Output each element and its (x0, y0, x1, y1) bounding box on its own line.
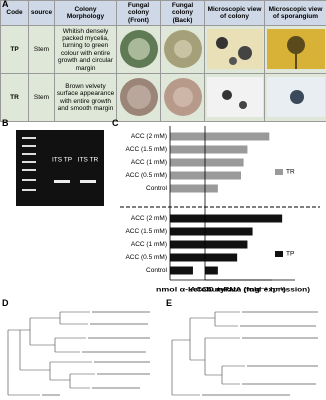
tree-e (171, 311, 245, 396)
legend-swatch (275, 169, 283, 175)
x-axis-label: nmol α-ketobutyrate (mg⁻¹ h⁻¹) (156, 287, 286, 294)
header: Fungal colony (Front) (116, 0, 161, 27)
tree-d (7, 311, 95, 396)
bar (170, 266, 193, 275)
ladder (22, 137, 36, 191)
panel-label: C (112, 118, 119, 128)
cell: TR (0, 73, 29, 123)
x-axis-label: ACCD mRNA (fold expression) (190, 287, 310, 294)
panel-label: E (166, 298, 173, 308)
bar (205, 158, 244, 167)
gel-band (54, 180, 70, 183)
header: Microscopic view of sporangium (264, 0, 326, 27)
category-label: ACC (2 mM) (131, 215, 167, 222)
tree-e-leaves (202, 311, 318, 396)
header: Microscopic view of colony (204, 0, 265, 27)
image (264, 25, 326, 75)
bar (170, 184, 206, 193)
category-label: ACC (0.5 mM) (125, 172, 167, 179)
image (160, 25, 205, 75)
category-label: ACC (0.5 mM) (125, 254, 167, 261)
cell: Brown velvety surface appearance with en… (54, 73, 117, 123)
bar (170, 145, 239, 154)
category-label: ACC (1 mM) (131, 159, 167, 166)
image (116, 73, 161, 123)
bar (170, 171, 224, 180)
panel-label: B (2, 118, 9, 128)
bar (205, 171, 241, 180)
bar (205, 227, 253, 236)
category-label: ACC (1.5 mM) (125, 146, 167, 153)
image (264, 73, 326, 123)
header: source (28, 0, 55, 27)
panel-label: D (2, 298, 9, 308)
panel-label: A (2, 0, 9, 9)
bar (205, 240, 248, 249)
bar (170, 253, 209, 262)
bar (170, 158, 229, 167)
lane-label: ITS TP (52, 157, 72, 164)
image (204, 25, 265, 75)
lane-label: ITS TR (78, 157, 99, 164)
category-label: ACC (1 mM) (131, 241, 167, 248)
sample-table: Code source Colony Morphology Fungal col… (0, 0, 326, 123)
cell: TP (0, 25, 29, 75)
bar (205, 184, 218, 193)
legend-swatch (275, 251, 283, 257)
category-label: Control (146, 267, 168, 274)
image (160, 73, 205, 123)
tree-d-leaves (42, 311, 150, 396)
bar (205, 214, 283, 223)
image (116, 25, 161, 75)
bar (205, 266, 218, 275)
bar (205, 132, 270, 141)
category-label: ACC (1.5 mM) (125, 228, 167, 235)
image (204, 73, 265, 123)
cell: Stem (28, 25, 55, 75)
bar (205, 145, 248, 154)
bar (170, 227, 232, 236)
header: Fungal colony (Back) (160, 0, 205, 27)
header: Colony Morphology (54, 0, 117, 27)
header: Code (0, 0, 29, 27)
gel-band (80, 180, 96, 183)
cell: Stem (28, 73, 55, 123)
legend-label: TP (286, 251, 294, 258)
gel (16, 130, 104, 206)
category-label: Control (146, 185, 168, 192)
bar (170, 240, 221, 249)
category-label: ACC (2 mM) (131, 133, 167, 140)
legend-label: TR (286, 169, 295, 176)
cell: Whitish densely packed mycelia, turning … (54, 25, 117, 75)
bar (205, 253, 238, 262)
